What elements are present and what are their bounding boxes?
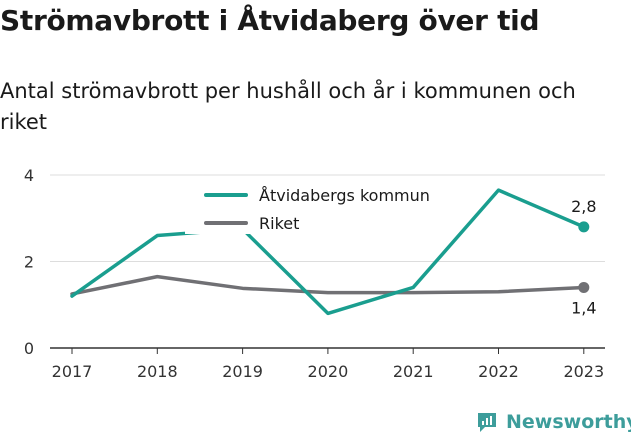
- legend: Åtvidabergs kommun Riket: [185, 184, 457, 234]
- legend-label-kommun: Åtvidabergs kommun: [259, 186, 430, 205]
- x-tick-label-2021: 2021: [393, 362, 434, 381]
- newsworthy-logo: Newsworthy: [476, 407, 631, 437]
- axes: 0 2 4 2017 2018 2019 2020 2021 2022 2023: [24, 166, 605, 381]
- x-tick-label-2022: 2022: [478, 362, 519, 381]
- x-tick-label-2023: 2023: [563, 362, 604, 381]
- chart-title: Strömavbrott i Åtvidaberg över tid: [0, 4, 540, 37]
- series-lines: 1,4 2,8: [70, 188, 597, 317]
- legend-background-1: [185, 212, 457, 234]
- chart-subtitle: Antal strömavbrott per hushåll och år i …: [0, 79, 576, 134]
- brand-name: Newsworthy: [506, 411, 631, 433]
- legend-label-riket: Riket: [259, 214, 299, 233]
- series-line-kommun: [70, 188, 586, 316]
- y-tick-label-0: 0: [24, 339, 34, 358]
- newsworthy-chat-chart-icon: [478, 413, 496, 432]
- end-point-kommun: [578, 221, 590, 233]
- x-tick-label-2017: 2017: [52, 362, 93, 381]
- y-tick-label-4: 4: [24, 166, 34, 185]
- y-tick-label-2: 2: [24, 253, 34, 272]
- x-tick-label-2019: 2019: [222, 362, 263, 381]
- x-tick-label-2018: 2018: [137, 362, 178, 381]
- gridlines: [50, 174, 605, 262]
- x-tick-label-2020: 2020: [308, 362, 349, 381]
- series-line-riket: [70, 274, 586, 296]
- end-label-riket: 1,4: [571, 298, 596, 317]
- end-point-riket: [578, 281, 590, 293]
- end-label-kommun: 2,8: [571, 197, 596, 216]
- legend-background-0: [185, 184, 457, 206]
